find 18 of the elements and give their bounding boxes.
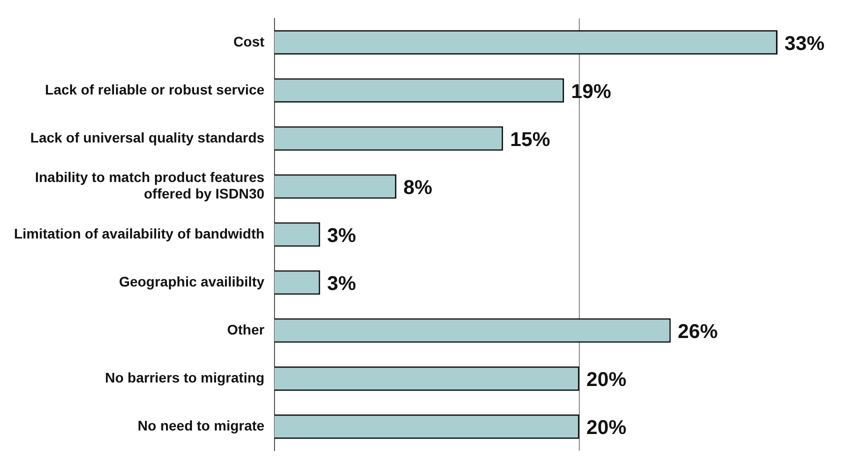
data-label: 8% — [403, 176, 433, 199]
y-tick-label: No need to migrate — [138, 417, 265, 434]
y-tick-label: Inability to match product features offered by ISDN30 — [34, 168, 265, 202]
y-tick-label: Cost — [233, 33, 265, 50]
data-label: 3% — [327, 225, 356, 248]
data-label: 3% — [327, 273, 356, 296]
data-label: 33% — [784, 32, 825, 55]
y-tick-label: Lack of reliable or robust service — [45, 81, 265, 98]
y-tick-label: Geographic availibilty — [118, 273, 265, 290]
data-label: 20% — [586, 369, 627, 392]
data-label: 26% — [678, 321, 718, 344]
y-tick-label: Limitation of availability of bandwidth — [14, 225, 264, 242]
y-tick-label: Lack of universal quality standards — [30, 129, 265, 146]
data-label: 19% — [571, 80, 612, 103]
data-label: 15% — [510, 128, 550, 151]
y-tick-label: No barriers to migrating — [104, 369, 264, 386]
data-label: 20% — [586, 417, 627, 440]
y-tick-label: Other — [227, 321, 265, 338]
